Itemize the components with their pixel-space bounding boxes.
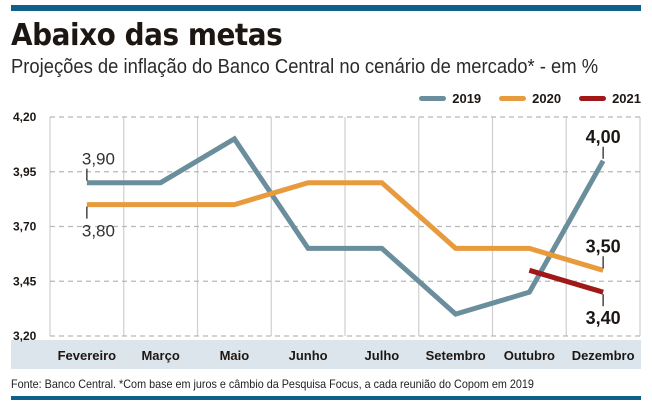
bottom-accent-bar (11, 396, 641, 400)
y-tick-label: 4,20 (13, 110, 37, 124)
y-tick-label: 3,70 (13, 220, 37, 234)
y-tick-label: 3,45 (13, 274, 37, 288)
x-axis-label-band (11, 340, 641, 369)
legend: 2019 2020 2021 (419, 91, 641, 106)
chart-subtitle: Projeções de inflação do Banco Central n… (11, 56, 599, 78)
y-tick-label: 3,20 (13, 329, 37, 343)
x-tick-label: Maio (220, 348, 250, 363)
series-line-2020 (86, 180, 604, 273)
legend-item-2019: 2019 (419, 91, 481, 106)
data-label-2020-dezembro: 3,50 (586, 236, 621, 256)
x-tick-label: Setembro (426, 348, 486, 363)
source-note: Fonte: Banco Central. *Com base em juros… (11, 377, 534, 391)
legend-label-2021: 2021 (612, 91, 641, 106)
legend-swatch-2020 (499, 96, 527, 101)
data-label-2019-fevereiro: 3,90 (82, 150, 115, 169)
chart-title: Abaixo das metas (11, 18, 283, 53)
data-label-2019-dezembro: 4,00 (586, 127, 621, 147)
legend-swatch-2021 (579, 96, 607, 101)
legend-swatch-2019 (419, 96, 447, 101)
legend-label-2019: 2019 (452, 91, 482, 106)
series-line-2019 (86, 135, 606, 317)
legend-label-2020: 2020 (532, 91, 562, 106)
x-tick-label: Julho (365, 348, 400, 363)
legend-item-2021: 2021 (579, 91, 641, 106)
legend-item-2020: 2020 (499, 91, 561, 106)
x-tick-label: Outubro (504, 348, 555, 363)
y-tick-label: 3,95 (13, 165, 37, 179)
x-tick-label: Dezembro (572, 348, 635, 363)
data-label-2020-fevereiro: 3,80 (82, 222, 115, 241)
x-tick-label: Fevereiro (58, 348, 117, 363)
x-tick-label: Março (141, 348, 179, 363)
data-label-2021-dezembro: 3,40 (586, 308, 621, 328)
x-tick-label: Junho (289, 348, 328, 363)
series-line-2021 (528, 267, 604, 295)
top-accent-bar (11, 5, 641, 11)
